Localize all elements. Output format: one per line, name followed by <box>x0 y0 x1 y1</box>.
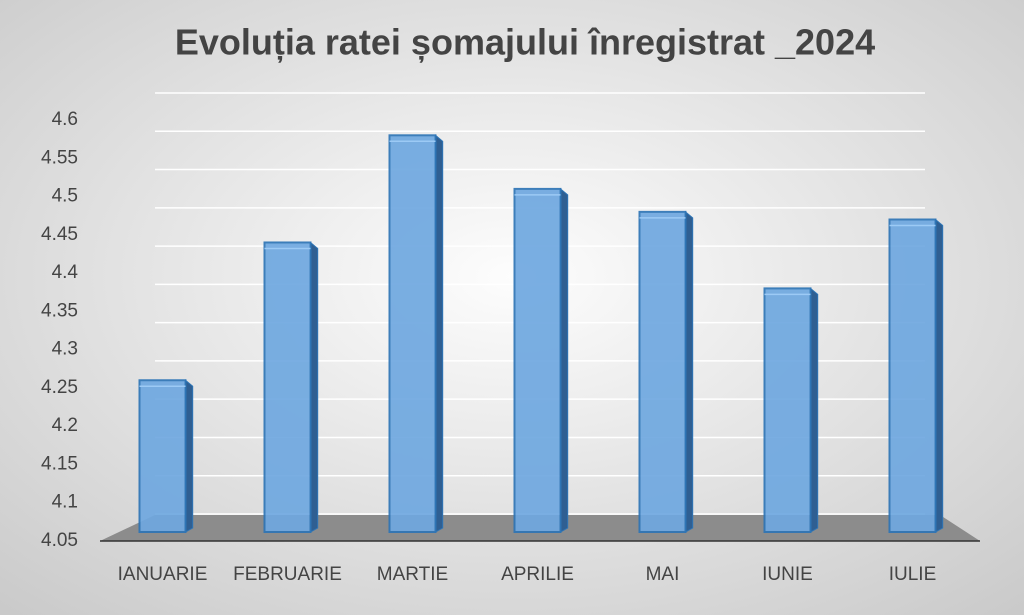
bar <box>763 287 812 533</box>
bar <box>263 241 312 534</box>
bar-side <box>185 379 194 533</box>
x-tick-label: IUNIE <box>762 564 813 585</box>
x-tick-label: APRILIE <box>501 564 574 585</box>
bar-side <box>435 134 444 533</box>
y-tick-label: 4.45 <box>41 224 78 245</box>
bar <box>888 218 937 533</box>
y-tick-label: 4.35 <box>41 300 78 321</box>
bar <box>388 134 437 534</box>
bar-side <box>560 187 569 533</box>
x-tick-label: MARTIE <box>377 564 448 585</box>
x-tick-label: IULIE <box>889 564 937 585</box>
bar-side <box>310 241 319 533</box>
x-tick-label: MAI <box>646 564 680 585</box>
bar <box>513 187 562 534</box>
bar-side <box>685 210 694 533</box>
y-tick-label: 4.4 <box>52 262 79 283</box>
bar <box>638 210 687 533</box>
x-tick-label: FEBRUARIE <box>233 564 342 585</box>
y-tick-label: 4.1 <box>52 492 78 513</box>
bar <box>138 379 187 533</box>
y-tick-label: 4.05 <box>41 530 78 551</box>
y-tick-label: 4.25 <box>41 377 78 398</box>
y-tick-label: 4.2 <box>52 415 78 436</box>
y-tick-label: 4.55 <box>41 147 78 168</box>
y-tick-label: 4.6 <box>52 109 78 130</box>
y-tick-label: 4.3 <box>52 339 78 360</box>
y-tick-label: 4.5 <box>52 186 78 207</box>
chart-title: Evoluția ratei șomajului înregistrat _20… <box>175 22 875 64</box>
y-tick-label: 4.15 <box>41 453 78 474</box>
x-tick-label: IANUARIE <box>118 564 208 585</box>
bar-side <box>935 218 944 533</box>
bar-side <box>810 287 819 533</box>
